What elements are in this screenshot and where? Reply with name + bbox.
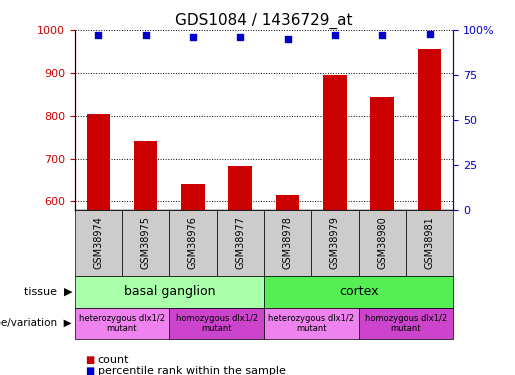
- Point: [189, 34, 197, 40]
- Text: GSM38976: GSM38976: [188, 216, 198, 269]
- Text: ■: ■: [85, 355, 94, 365]
- Text: GSM38977: GSM38977: [235, 216, 245, 269]
- Text: tissue  ▶: tissue ▶: [24, 286, 72, 297]
- Point: [94, 32, 102, 38]
- Bar: [276, 195, 299, 210]
- Bar: [229, 166, 252, 210]
- Point: [425, 31, 434, 37]
- Text: heterozygous dlx1/2
mutant: heterozygous dlx1/2 mutant: [79, 314, 165, 333]
- Bar: [134, 141, 158, 210]
- Text: heterozygous dlx1/2
mutant: heterozygous dlx1/2 mutant: [268, 314, 354, 333]
- Text: GSM38974: GSM38974: [93, 216, 104, 269]
- Point: [378, 32, 386, 38]
- Text: homozygous dlx1/2
mutant: homozygous dlx1/2 mutant: [365, 314, 447, 333]
- Bar: [418, 49, 441, 210]
- Bar: [323, 75, 347, 210]
- Point: [331, 32, 339, 38]
- Point: [236, 34, 245, 40]
- Text: GSM38980: GSM38980: [377, 216, 387, 269]
- Text: ■: ■: [85, 366, 94, 375]
- Text: GSM38978: GSM38978: [283, 216, 293, 269]
- Bar: [370, 97, 394, 210]
- Point: [283, 36, 291, 42]
- Point: [142, 32, 150, 38]
- Text: genotype/variation  ▶: genotype/variation ▶: [0, 318, 72, 328]
- Text: percentile rank within the sample: percentile rank within the sample: [98, 366, 286, 375]
- Text: GSM38979: GSM38979: [330, 216, 340, 269]
- Text: cortex: cortex: [339, 285, 379, 298]
- Text: basal ganglion: basal ganglion: [124, 285, 215, 298]
- Text: GSM38981: GSM38981: [424, 216, 435, 269]
- Text: count: count: [98, 355, 129, 365]
- Bar: [181, 184, 205, 210]
- Bar: [87, 114, 110, 210]
- Text: GSM38975: GSM38975: [141, 216, 151, 269]
- Title: GDS1084 / 1436729_at: GDS1084 / 1436729_at: [175, 12, 353, 28]
- Text: homozygous dlx1/2
mutant: homozygous dlx1/2 mutant: [176, 314, 258, 333]
